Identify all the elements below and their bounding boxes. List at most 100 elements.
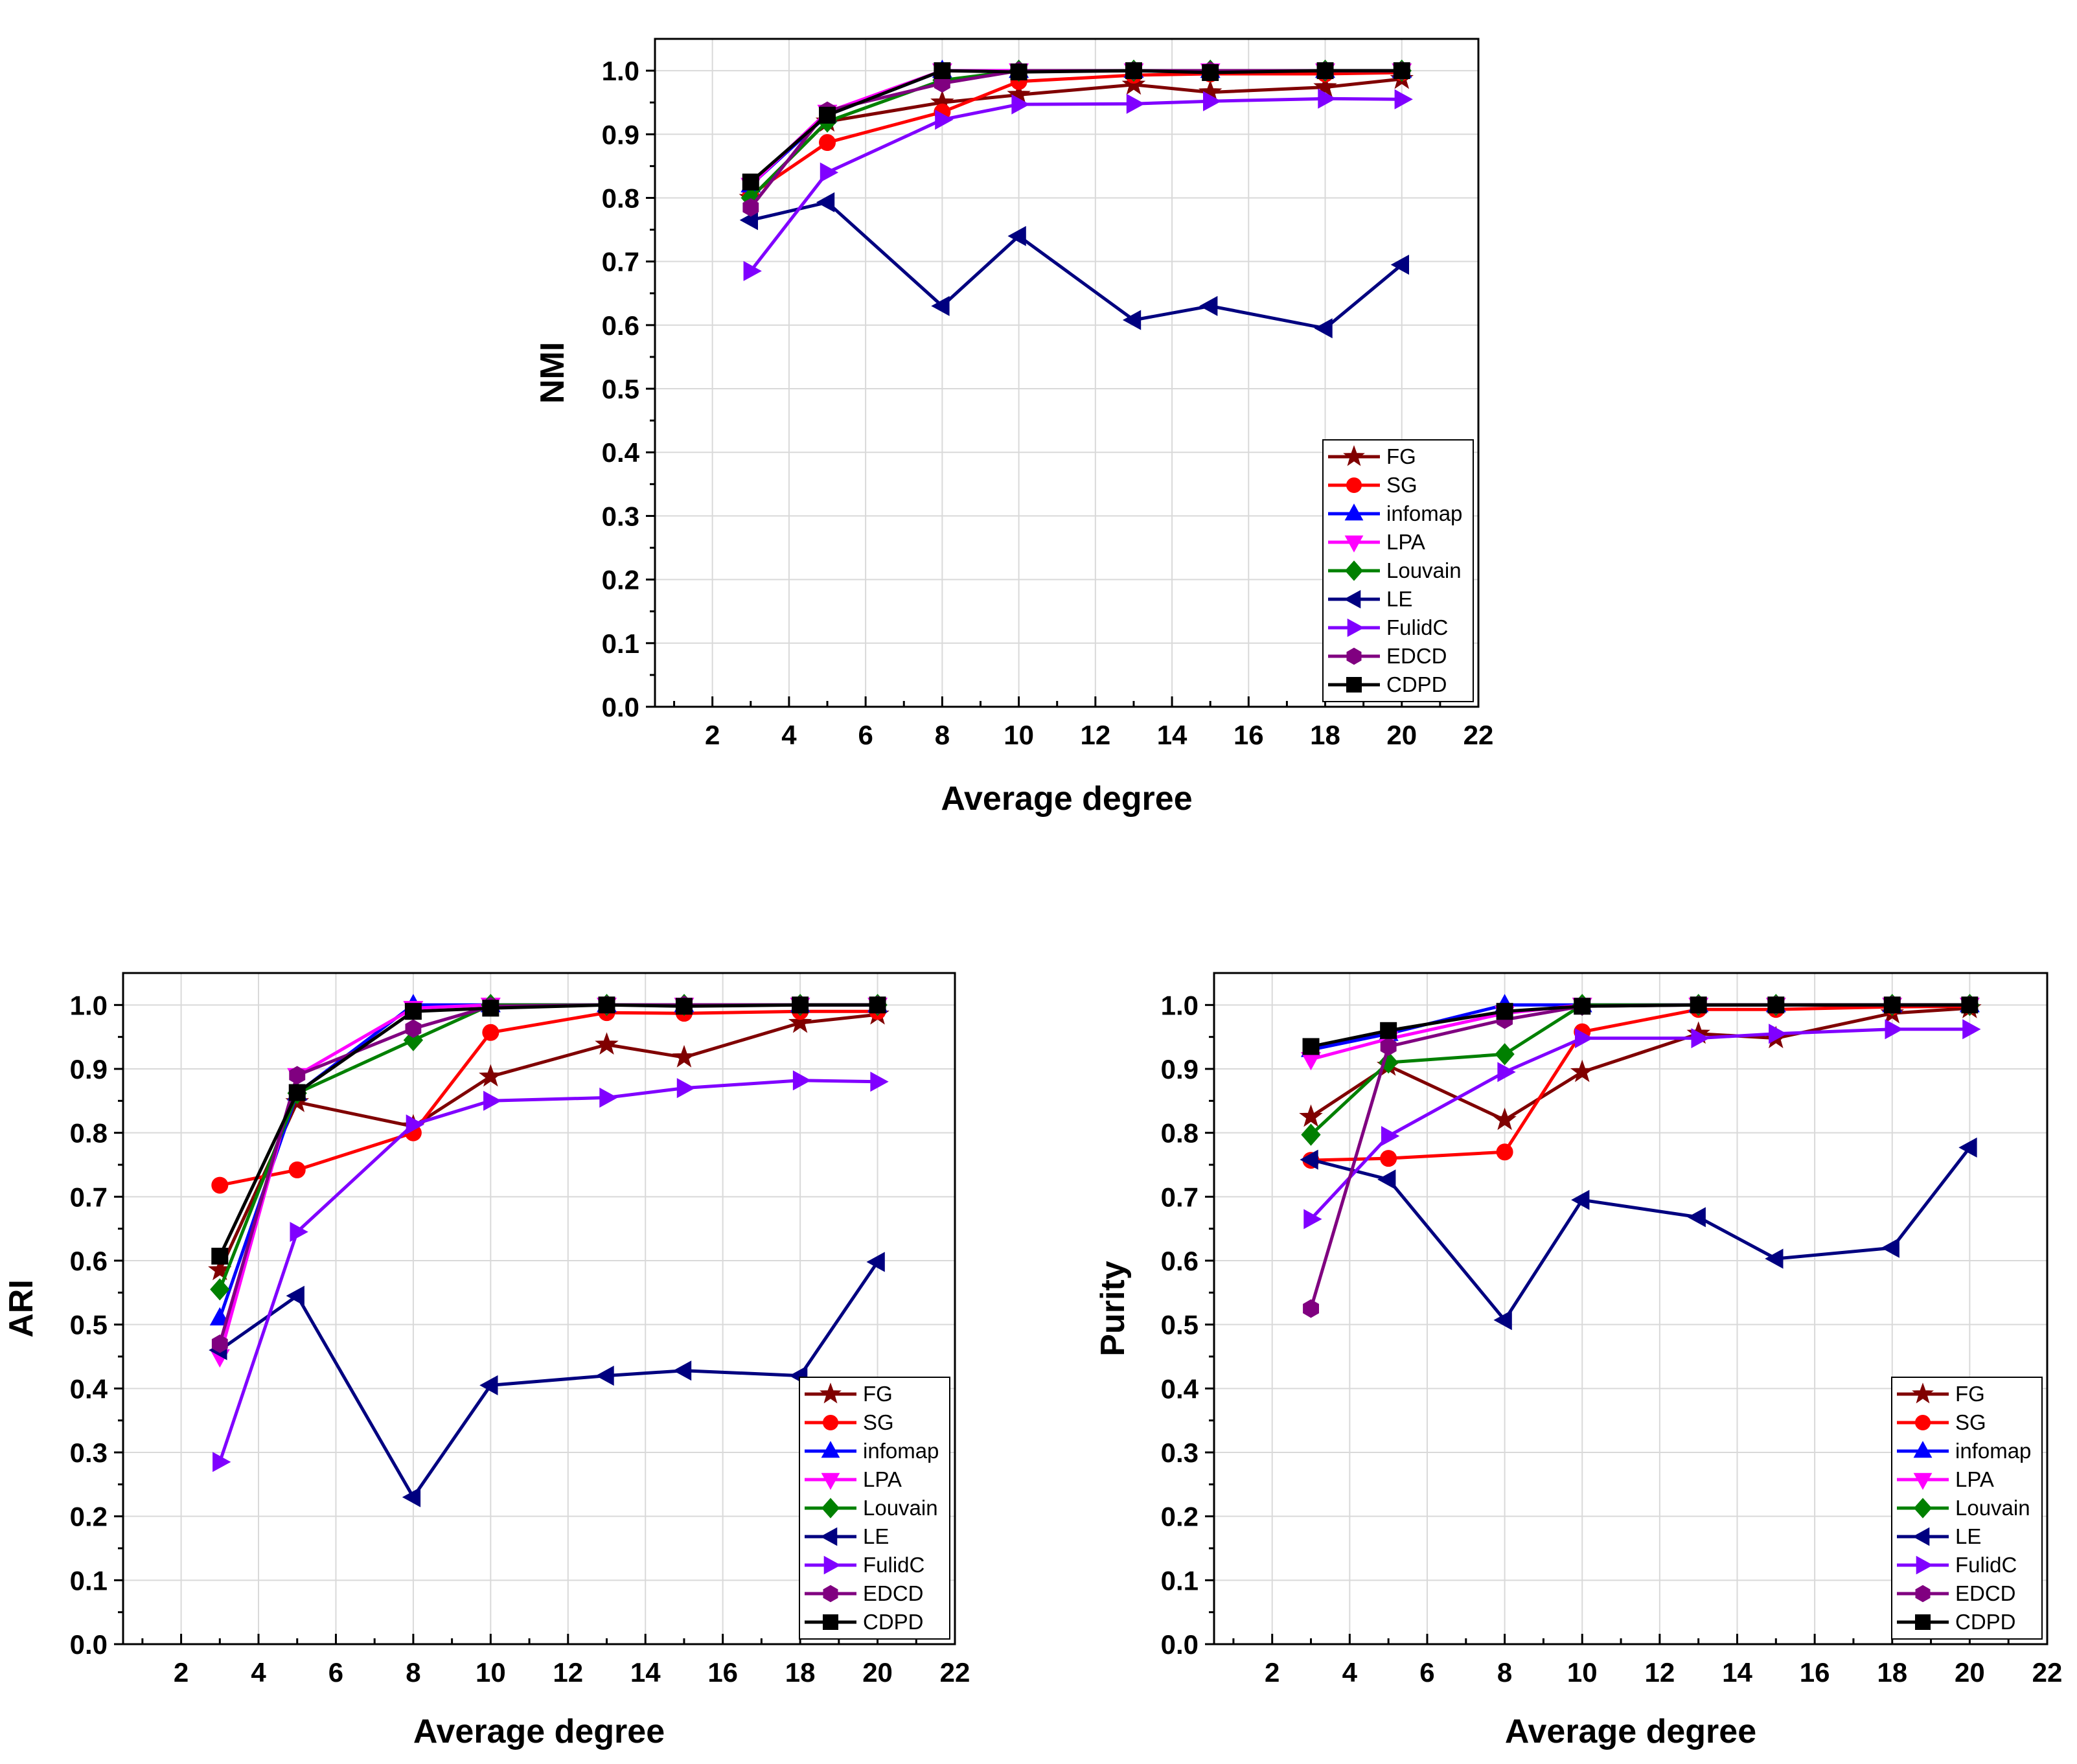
data-point-cdpd [1883,996,1901,1014]
y-tick-label: 0.8 [1161,1118,1199,1149]
x-tick-label: 4 [251,1657,266,1688]
data-point-fulidc [1381,1126,1400,1147]
data-point-edcd [405,1019,422,1038]
series-fg [208,1002,889,1281]
y-tick-label: 0.0 [602,692,639,722]
legend-marker-lpa [1913,1472,1933,1490]
data-point-le [402,1487,421,1507]
data-point-sg [819,134,836,152]
x-tick-label: 14 [630,1657,661,1688]
data-point-fg [672,1044,696,1068]
series-line-cdpd [1310,1003,1970,1048]
data-point-cdpd [819,106,836,124]
series-line-edcd [218,1003,878,1344]
x-tick-label: 22 [2032,1657,2063,1688]
data-point-cdpd [211,1248,229,1265]
series-fulidc [1303,1019,1981,1230]
data-point-sg [1496,1143,1513,1161]
data-point-le [1881,1237,1899,1258]
x-tick-label: 12 [1645,1657,1675,1688]
legend-label-infomap: infomap [1955,1439,2031,1463]
ari-series-group [208,994,889,1507]
legend-marker-cdpd [1346,677,1362,693]
nmi-y-axis-label: NMI [534,342,571,404]
y-tick-label: 0.5 [70,1310,108,1340]
purity-y-axis: 0.0 0.1 0.2 0.3 0.4 0.5 0.6 0.7 0.8 0.9 1.0 [1161,990,1214,1660]
y-tick-label: 0.7 [602,247,639,277]
data-point-cdpd [1202,64,1219,82]
data-point-cdpd [675,998,693,1015]
legend-label-fulidc: FulidC [1955,1553,2017,1577]
data-point-fg [1570,1059,1594,1082]
data-point-cdpd [792,996,809,1014]
x-tick-label: 14 [1722,1657,1752,1688]
series-lpa [209,998,888,1368]
series-line-cdpd [218,1003,878,1257]
data-point-fulidc [1769,1024,1787,1044]
y-tick-label: 0.0 [1161,1629,1199,1660]
series-line-fg [218,1013,878,1271]
data-point-le [479,1375,498,1395]
legend-marker-cdpd [1915,1614,1931,1630]
legend-label-cdpd: CDPD [1386,672,1447,696]
data-point-louvain [210,1278,230,1301]
series-cdpd [1302,996,1979,1055]
x-tick-label: 20 [862,1657,893,1688]
data-point-sg [211,1176,229,1194]
data-point-fulidc [1394,89,1413,109]
data-point-fulidc [870,1071,889,1092]
x-tick-label: 14 [1157,720,1188,750]
y-tick-label: 0.4 [1161,1373,1199,1404]
ari-y-axis-label: ARI [3,1279,40,1338]
legend-label-louvain: Louvain [1955,1496,2030,1520]
legend-label-infomap: infomap [1386,501,1462,525]
legend-label-fulidc: FulidC [863,1553,924,1577]
data-point-cdpd [1393,62,1410,80]
y-tick-label: 1.0 [70,990,108,1020]
legend-marker-infomap [1913,1441,1933,1458]
legend-marker-louvain [1913,1498,1933,1518]
x-tick-label: 2 [705,720,720,750]
data-point-fulidc [599,1087,618,1108]
series-line-lpa [1310,1003,1970,1061]
data-point-cdpd [482,1000,499,1017]
series-line-louvain [218,1003,878,1290]
nmi-x-axis-label: Average degree [941,780,1192,818]
ari-x-axis: 2 4 6 8 10 12 14 16 18 20 22 [141,1634,970,1688]
data-point-fulidc [1318,88,1337,109]
legend-marker-infomap [821,1441,840,1458]
series-sg [1302,998,1979,1169]
legend-label-lpa: LPA [1386,530,1425,554]
y-tick-label: 0.9 [1161,1054,1199,1084]
data-point-louvain [1379,1051,1399,1074]
data-point-fg [1493,1107,1517,1130]
y-tick-label: 1.0 [602,56,639,86]
purity-x-axis-label: Average degree [1505,1713,1756,1750]
data-point-le [1687,1207,1706,1228]
legend-marker-edcd [1915,1585,1931,1603]
x-tick-label: 6 [328,1657,343,1688]
data-point-edcd [211,1334,228,1353]
y-tick-label: 0.7 [70,1182,108,1212]
data-point-edcd [1380,1037,1397,1056]
x-tick-label: 20 [1955,1657,1985,1688]
data-point-fulidc [290,1222,308,1243]
ari-panel: 2 4 6 8 10 12 14 16 18 20 220.00.10.20.30.40.50.60… [3,972,970,1750]
data-point-le [672,1360,692,1381]
nmi-y-axis: 0.0 0.1 0.2 0.3 0.4 0.5 0.6 0.7 0.8 0.9 1.0 [602,56,655,722]
y-tick-label: 0.1 [602,628,639,659]
legend-marker-edcd [823,1585,838,1603]
data-point-edcd [742,198,759,217]
ari-x-axis-label: Average degree [413,1713,665,1750]
data-point-fulidc [1962,1019,1981,1040]
data-point-cdpd [1125,62,1142,80]
data-point-fg [1299,1104,1323,1127]
data-point-fulidc [1126,93,1145,114]
data-point-fulidc [406,1114,424,1135]
data-point-fulidc [820,162,839,183]
nmi-plot-frame [654,38,1480,708]
series-louvain [210,994,888,1301]
data-point-cdpd [934,62,951,80]
legend-label-fg: FG [1386,444,1416,468]
x-tick-label: 12 [1080,720,1110,750]
